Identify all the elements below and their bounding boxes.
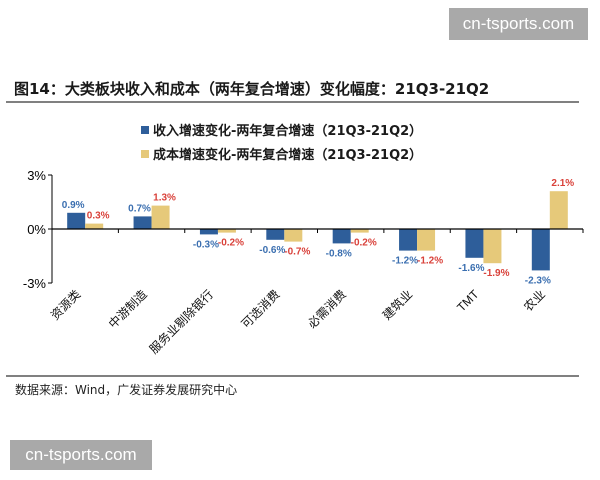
title-divider [6,101,579,103]
bar-cost [350,229,369,233]
legend-item-revenue: 收入增速变化-两年复合增速（21Q3-21Q2） [141,120,422,139]
bar-cost [483,229,502,264]
data-label: -0.8% [326,248,352,259]
y-tick-label: -3% [23,276,47,291]
y-tick-label: 3% [27,168,46,183]
data-label: -0.6% [259,245,285,256]
data-label: 1.3% [153,193,176,204]
x-tick-label: 服务业剔除银行 [146,287,216,357]
x-tick-label: 可选消费 [239,287,283,331]
legend-swatch-cost [141,149,149,158]
legend-label-revenue: 收入增速变化-两年复合增速（21Q3-21Q2） [153,124,423,139]
data-label: 0.7% [128,203,151,214]
bar-revenue [531,229,550,271]
x-tick-label: 中游制造 [105,287,150,332]
x-tick-label: 建筑业 [379,287,415,323]
bar-cost [549,191,568,229]
legend-swatch-revenue [141,125,149,134]
bar-revenue [465,229,484,258]
chart-title: 图14：大类板块收入和成本（两年复合增速）变化幅度：21Q3-21Q2 [14,80,490,98]
bar-cost [217,229,236,233]
data-label: -0.2% [351,238,377,249]
y-tick-label: 0% [27,222,46,237]
source-note: 数据来源：Wind，广发证券发展研究中心 [15,383,238,397]
x-tick-label: 必需消费 [305,287,349,331]
data-label: 0.9% [62,200,85,211]
data-label: -1.9% [483,268,509,279]
bar-revenue [266,229,285,240]
watermark-bottom: cn-tsports.com [10,440,152,470]
data-label: -0.3% [193,239,219,250]
data-label: -1.2% [417,256,443,267]
bar-cost [417,229,436,251]
legend-label-cost: 成本增速变化-两年复合增速（21Q3-21Q2） [153,148,423,163]
bar-cost [151,205,170,229]
footer-divider [6,375,579,377]
bar-revenue [332,229,351,244]
data-label: -0.7% [284,247,310,258]
bar-revenue [199,229,218,235]
data-label: -1.6% [458,263,484,274]
data-label: 0.3% [87,211,110,222]
x-tick-label: 农业 [521,287,548,314]
bar-revenue [133,216,152,229]
x-tick-label: TMT [454,287,482,315]
watermark-top: cn-tsports.com [449,8,588,40]
bar-cost [284,229,303,242]
bar-cost [85,223,104,229]
bar-chart: 3%0%-3%0.9%0.3%资源类0.7%1.3%中游制造-0.3%-0.2%… [23,168,584,357]
data-label: -0.2% [218,238,244,249]
data-label: 2.1% [551,178,574,189]
bar-revenue [399,229,418,251]
x-tick-label: 资源类 [48,287,83,322]
data-label: -2.3% [525,275,551,286]
bar-revenue [67,212,86,229]
legend-item-cost: 成本增速变化-两年复合增速（21Q3-21Q2） [141,144,422,163]
data-label: -1.2% [392,256,418,267]
